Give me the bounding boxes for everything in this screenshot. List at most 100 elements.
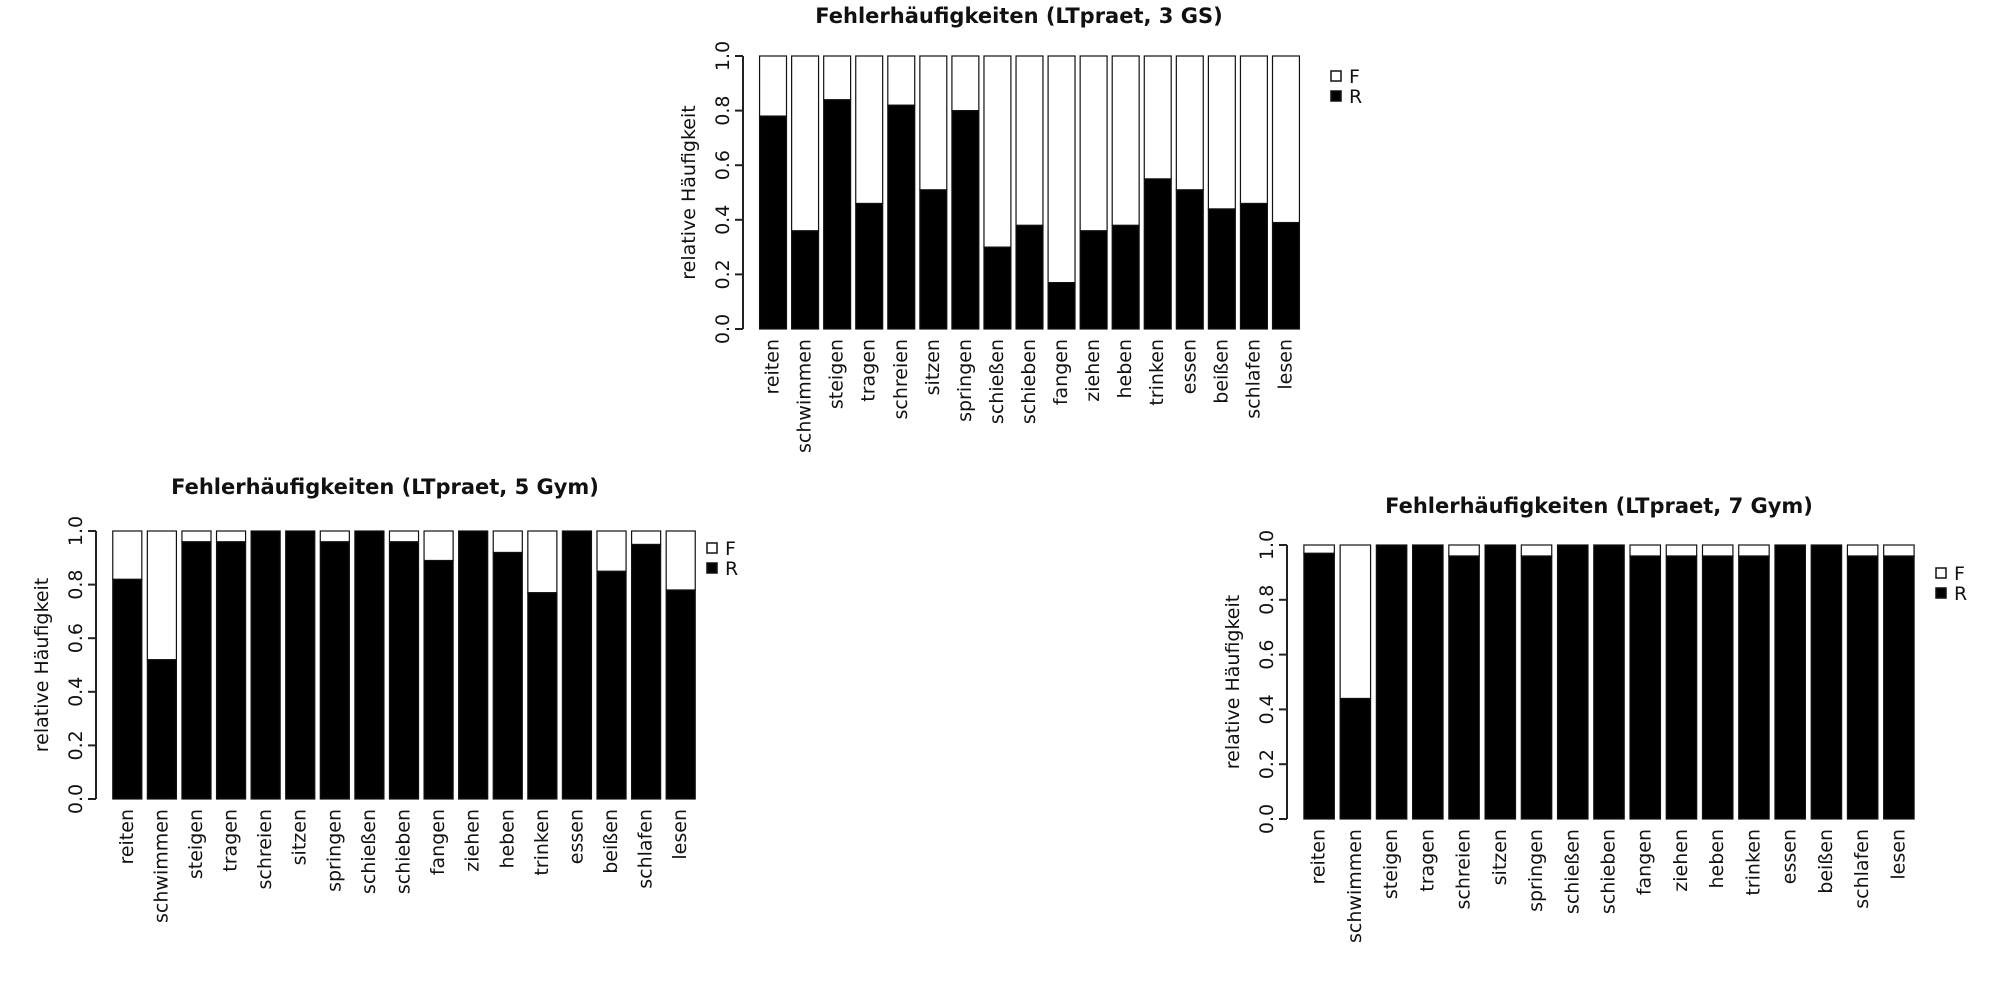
x-tick-label: schlafen [1851, 829, 1873, 909]
x-tick-label: tragen [1416, 829, 1438, 892]
bar-segment [760, 116, 787, 329]
bar-segment [888, 56, 915, 105]
bar-segment [1176, 190, 1203, 329]
bar-segment [1666, 545, 1696, 556]
bar-segment [1884, 556, 1914, 819]
bar-segment [1449, 556, 1479, 819]
bar-segment [182, 531, 211, 542]
bar-segment [1702, 556, 1732, 819]
x-tick-label: steigen [1380, 829, 1402, 899]
legend-swatch [707, 563, 717, 573]
bar-segment [1304, 553, 1334, 819]
x-tick-label: lesen [1274, 339, 1296, 390]
bar-segment [856, 56, 883, 203]
bar-segment [562, 531, 591, 799]
bar-segment [1080, 231, 1107, 329]
legend-swatch [1936, 588, 1946, 598]
x-tick-label: beißen [1815, 829, 1837, 894]
bar-segment [1208, 209, 1235, 329]
x-tick-label: schieben [1598, 829, 1620, 914]
x-tick-label: ziehen [462, 809, 484, 872]
bar-segment [113, 579, 142, 799]
bar-segment [182, 542, 211, 799]
y-tick-label: 0.8 [712, 95, 734, 125]
x-tick-label: ziehen [1082, 339, 1104, 402]
bar-segment [792, 56, 819, 231]
x-tick-label: trinken [1742, 829, 1764, 896]
x-tick-label: beißen [600, 809, 622, 874]
bar-segment [113, 531, 142, 579]
bar-segment [355, 531, 384, 799]
bar-segment [1273, 56, 1300, 223]
x-tick-label: sitzen [1489, 829, 1511, 885]
bar-segment [1340, 698, 1370, 819]
bar-segment [1884, 545, 1914, 556]
bar-segment [1112, 225, 1139, 329]
y-tick-label: 0.0 [65, 784, 87, 814]
x-tick-label: schreien [1453, 829, 1475, 909]
x-tick-label: schreien [254, 809, 276, 889]
bar-segment [1208, 56, 1235, 209]
bar-segment [1176, 56, 1203, 190]
chart-title: Fehlerhäufigkeiten (LTpraet, 7 Gym) [1385, 494, 1813, 518]
x-tick-label: heben [496, 809, 518, 869]
x-tick-label: steigen [826, 339, 848, 409]
x-tick-label: reiten [762, 339, 784, 395]
bar-segment [1240, 56, 1267, 203]
x-tick-label: schießen [986, 339, 1008, 424]
bar-segment [1739, 545, 1769, 556]
y-tick-label: 0.2 [712, 259, 734, 289]
y-tick-label: 0.0 [1256, 804, 1278, 834]
bar-segment [493, 531, 522, 552]
bar-segment [1702, 545, 1732, 556]
x-tick-label: essen [1178, 339, 1200, 394]
x-tick-label: schwimmen [794, 339, 816, 453]
y-tick-label: 1.0 [65, 516, 87, 546]
x-tick-label: trinken [531, 809, 553, 876]
bar-segment [1558, 545, 1588, 819]
bar-segment [1521, 556, 1551, 819]
x-tick-label: reiten [116, 809, 138, 865]
bar-segment [666, 531, 695, 590]
y-tick-label: 0.4 [65, 677, 87, 707]
bar-segment [1630, 545, 1660, 556]
bar-segment [1112, 56, 1139, 225]
bar-segment [888, 105, 915, 329]
x-tick-label: trinken [1146, 339, 1168, 406]
y-tick-label: 0.0 [712, 314, 734, 344]
x-tick-label: sitzen [289, 809, 311, 865]
y-tick-label: 0.4 [712, 205, 734, 235]
x-tick-label: essen [1779, 829, 1801, 884]
bar-segment [320, 531, 349, 542]
bar-segment [217, 542, 246, 799]
chart-title: Fehlerhäufigkeiten (LTpraet, 3 GS) [815, 4, 1222, 28]
bar-segment [824, 56, 851, 100]
bar-segment [1016, 56, 1043, 225]
x-tick-label: heben [1114, 339, 1136, 399]
x-tick-label: schießen [358, 809, 380, 894]
bar-segment [1144, 179, 1171, 329]
x-tick-label: springen [1525, 829, 1547, 912]
bar-segment [1376, 545, 1406, 819]
bar-segment [597, 531, 626, 571]
bar-segment [920, 190, 947, 329]
bar-segment [856, 203, 883, 329]
bar-segment [920, 56, 947, 190]
bar-segment [1739, 556, 1769, 819]
x-tick-label: fangen [1634, 829, 1656, 895]
bar-segment [952, 111, 979, 329]
bar-segment [1775, 545, 1805, 819]
bar-segment [632, 531, 661, 544]
y-axis-label: relative Häufigkeit [678, 105, 700, 279]
x-tick-label: steigen [185, 809, 207, 879]
y-tick-label: 1.0 [1256, 530, 1278, 560]
bar-segment [1521, 545, 1551, 556]
bar-segment [1048, 283, 1075, 329]
legend-label: F [1349, 66, 1360, 88]
x-tick-label: schreien [890, 339, 912, 419]
x-tick-label: schwimmen [150, 809, 172, 923]
bar-segment [952, 56, 979, 111]
x-tick-label: essen [565, 809, 587, 864]
y-tick-label: 0.6 [1256, 639, 1278, 669]
bar-segment [1080, 56, 1107, 231]
